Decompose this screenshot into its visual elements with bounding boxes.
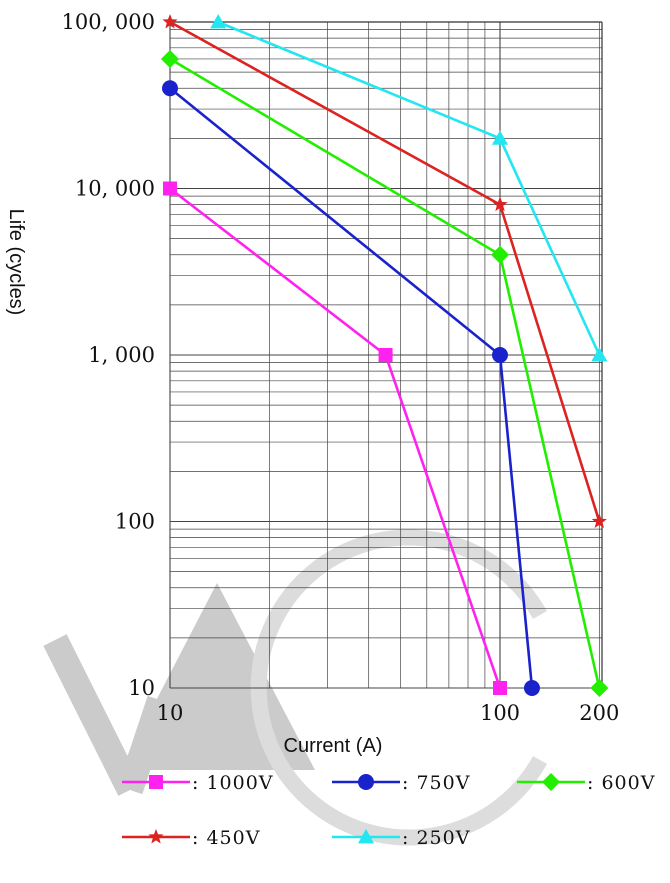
legend-label: : 600V bbox=[587, 772, 655, 794]
y-tick-label: 10, 000 bbox=[75, 177, 155, 201]
marker-diamond bbox=[542, 773, 560, 791]
marker-diamond bbox=[161, 49, 179, 68]
y-tick-label: 10 bbox=[128, 676, 155, 700]
series-lines bbox=[161, 14, 609, 697]
watermark-v-right bbox=[117, 695, 173, 795]
y-tick-label: 1, 000 bbox=[88, 343, 155, 367]
marker-star bbox=[591, 513, 607, 528]
marker-triangle bbox=[210, 14, 227, 29]
x-tick-label: 100 bbox=[480, 701, 520, 725]
legend-item: : 450V bbox=[122, 827, 260, 849]
x-tick-labels: 10 100 200 bbox=[157, 701, 620, 725]
marker-star bbox=[148, 829, 164, 844]
marker-diamond bbox=[491, 245, 509, 264]
watermark-v-left bbox=[43, 634, 142, 796]
legend-label: : 450V bbox=[192, 827, 260, 849]
y-axis-title: Life (cycles) bbox=[5, 209, 27, 316]
x-tick-label: 200 bbox=[579, 701, 619, 725]
marker-square bbox=[163, 181, 177, 196]
series-circle bbox=[162, 80, 540, 696]
legend-item: : 250V bbox=[332, 827, 470, 849]
series-star bbox=[162, 14, 607, 528]
legend-label: : 250V bbox=[402, 827, 470, 849]
legend-label: : 750V bbox=[402, 772, 470, 794]
legend-item: : 750V bbox=[332, 772, 470, 794]
series-triangle bbox=[210, 14, 608, 362]
marker-star bbox=[492, 196, 508, 212]
marker-square bbox=[378, 348, 393, 362]
marker-circle bbox=[162, 80, 178, 97]
legend-label: : 1000V bbox=[192, 772, 274, 794]
series-square bbox=[163, 181, 507, 695]
marker-triangle bbox=[492, 130, 508, 145]
marker-diamond bbox=[590, 679, 609, 697]
legend-item: : 600V bbox=[517, 772, 655, 794]
marker-star bbox=[162, 14, 178, 29]
legend: : 1000V : 750V : 600V : 450V : 250V bbox=[122, 772, 655, 849]
x-tick-label: 10 bbox=[157, 701, 184, 725]
marker-triangle bbox=[591, 347, 608, 362]
marker-circle bbox=[523, 680, 540, 696]
x-axis-title: Current (A) bbox=[284, 735, 383, 757]
grid bbox=[169, 21, 603, 689]
marker-circle bbox=[358, 774, 374, 790]
marker-circle bbox=[492, 347, 508, 363]
marker-square bbox=[493, 681, 507, 695]
y-tick-label: 100 bbox=[115, 510, 155, 534]
marker-square bbox=[149, 775, 163, 789]
series-diamond bbox=[161, 49, 609, 697]
y-tick-labels: 100, 000 10, 000 1, 000 100 10 bbox=[61, 10, 155, 700]
marker-triangle bbox=[358, 829, 374, 844]
legend-item: : 1000V bbox=[122, 772, 274, 794]
y-tick-label: 100, 000 bbox=[61, 10, 155, 34]
